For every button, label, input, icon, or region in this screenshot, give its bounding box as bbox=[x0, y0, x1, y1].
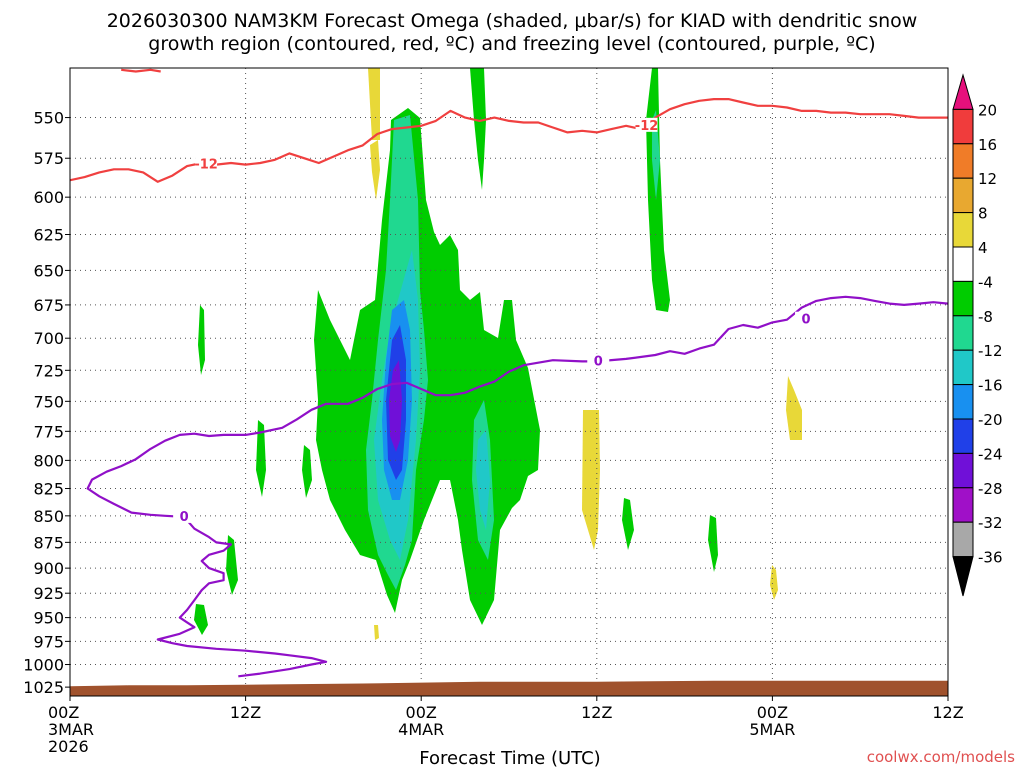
colorbar-swatch bbox=[952, 246, 974, 282]
x-axis-label: Forecast Time (UTC) bbox=[419, 748, 600, 768]
colorbar-label: 8 bbox=[978, 205, 988, 223]
colorbar: 20 16 12 8 4 -4 -8 -12 -16 -20 -24 -28 -32 -36 bbox=[952, 73, 1003, 597]
omega-region-neg4-small7 bbox=[708, 515, 718, 572]
colorbar-label: -32 bbox=[978, 514, 1003, 532]
y-tick-label: 550 bbox=[33, 109, 64, 128]
credit-text: coolwx.com/models bbox=[867, 748, 1015, 766]
y-tick-label: 925 bbox=[33, 584, 64, 603]
colorbar-swatch bbox=[952, 315, 974, 351]
y-tick-label: 750 bbox=[33, 392, 64, 411]
y-tick-label: 850 bbox=[33, 507, 64, 526]
y-tick-label: 900 bbox=[33, 559, 64, 578]
x-tick-label: 5MAR bbox=[749, 720, 795, 739]
red-contour-minus12-top bbox=[121, 68, 161, 73]
omega-region-neg4-small4 bbox=[226, 535, 238, 595]
plot-area: -12 -12 0 0 0 bbox=[70, 68, 948, 696]
colorbar-swatch bbox=[952, 108, 974, 145]
colorbar-swatch bbox=[952, 73, 974, 110]
colorbar-label: -28 bbox=[978, 480, 1003, 498]
red-contour-label-bg bbox=[635, 117, 658, 132]
x-tick-label: 00Z bbox=[757, 703, 788, 722]
colorbar-label: 12 bbox=[978, 170, 997, 188]
omega-region-pos4-f bbox=[374, 625, 379, 640]
freezing-level-label: 0 bbox=[802, 313, 811, 328]
colorbar-swatch bbox=[952, 143, 974, 179]
colorbar-swatch bbox=[952, 487, 974, 523]
y-axis: 550 575 600 625 650 675 700 725 750 775 800 825 850 8… bbox=[23, 109, 70, 697]
red-contour-label: -12 bbox=[194, 158, 218, 173]
terrain bbox=[70, 680, 948, 696]
x-tick-label: 12Z bbox=[581, 703, 612, 722]
y-tick-label: 575 bbox=[33, 149, 64, 168]
y-tick-label: 650 bbox=[33, 261, 64, 280]
y-tick-label: 950 bbox=[33, 609, 64, 628]
freezing-level-contour bbox=[86, 295, 948, 678]
colorbar-label: -36 bbox=[978, 549, 1003, 567]
colorbar-swatch bbox=[952, 418, 974, 454]
x-tick-label: 12Z bbox=[932, 703, 963, 722]
colorbar-label: -8 bbox=[978, 308, 993, 326]
y-tick-label: 875 bbox=[33, 533, 64, 552]
x-tick-label: 12Z bbox=[230, 703, 261, 722]
y-tick-label: 675 bbox=[33, 296, 64, 315]
colorbar-label: -20 bbox=[978, 411, 1003, 429]
y-tick-label: 800 bbox=[33, 451, 64, 470]
freezing-level-label-bg bbox=[173, 508, 196, 523]
y-tick-label: 775 bbox=[33, 422, 64, 441]
colorbar-label: -16 bbox=[978, 377, 1003, 395]
y-tick-label: 1025 bbox=[23, 678, 64, 697]
omega-region-pos4-c bbox=[582, 410, 600, 550]
colorbar-label: 20 bbox=[978, 101, 997, 119]
colorbar-swatch bbox=[952, 452, 974, 489]
freezing-level-label: 0 bbox=[180, 510, 189, 525]
x-tick-label: 4MAR bbox=[398, 720, 444, 739]
x-tick-label: 3MAR bbox=[48, 720, 94, 739]
omega-region-pos4-a bbox=[368, 68, 380, 140]
y-tick-label: 975 bbox=[33, 632, 64, 651]
colorbar-label: -12 bbox=[978, 342, 1003, 360]
omega-shading bbox=[194, 68, 802, 640]
colorbar-label: -24 bbox=[978, 445, 1003, 463]
plot-frame bbox=[69, 67, 949, 697]
freezing-level-label-bg bbox=[587, 353, 610, 368]
omega-region-neg4-small5 bbox=[194, 604, 208, 635]
contours: -12 -12 0 0 0 bbox=[70, 68, 948, 678]
y-tick-label: 1000 bbox=[23, 656, 64, 675]
red-contour-label-bg bbox=[195, 156, 218, 171]
y-tick-label: 600 bbox=[33, 188, 64, 207]
freezing-level-label-bg bbox=[795, 311, 818, 326]
omega-region-pos4-d bbox=[786, 376, 802, 440]
y-tick-label: 625 bbox=[33, 226, 64, 245]
omega-region-neg8-e bbox=[652, 110, 660, 200]
colorbar-swatch bbox=[952, 384, 974, 420]
omega-region-neg4-small2 bbox=[256, 420, 266, 497]
omega-region-neg4-small3 bbox=[302, 445, 312, 498]
colorbar-label: 16 bbox=[978, 136, 997, 154]
omega-region-neg12-right bbox=[476, 430, 490, 530]
x-tick-label: 00Z bbox=[406, 703, 437, 722]
colorbar-label: 4 bbox=[978, 239, 988, 257]
omega-region-neg4-small6 bbox=[622, 498, 634, 550]
x-tick-label: 00Z bbox=[48, 703, 79, 722]
y-tick-label: 725 bbox=[33, 361, 64, 380]
omega-region-neg4-small1 bbox=[198, 305, 205, 375]
chart-title-line1: 2026030300 NAM3KM Forecast Omega (shaded… bbox=[107, 10, 918, 32]
colorbar-swatch bbox=[952, 177, 974, 214]
y-tick-label: 700 bbox=[33, 329, 64, 348]
freezing-level-label: 0 bbox=[594, 354, 603, 369]
colorbar-swatch bbox=[952, 521, 974, 558]
y-tick-label: 825 bbox=[33, 480, 64, 499]
colorbar-swatch bbox=[952, 556, 974, 597]
colorbar-swatch bbox=[952, 349, 974, 386]
omega-region-pos4-b bbox=[370, 140, 380, 200]
chart-title-line2: growth region (contoured, red, ºC) and f… bbox=[148, 33, 875, 55]
red-contour-label: -12 bbox=[635, 119, 659, 134]
colorbar-swatch bbox=[952, 212, 974, 248]
omega-region-neg4-upper bbox=[470, 68, 486, 190]
x-tick-label: 2026 bbox=[48, 737, 89, 756]
colorbar-label: -4 bbox=[978, 273, 993, 291]
colorbar-swatch bbox=[952, 280, 974, 317]
